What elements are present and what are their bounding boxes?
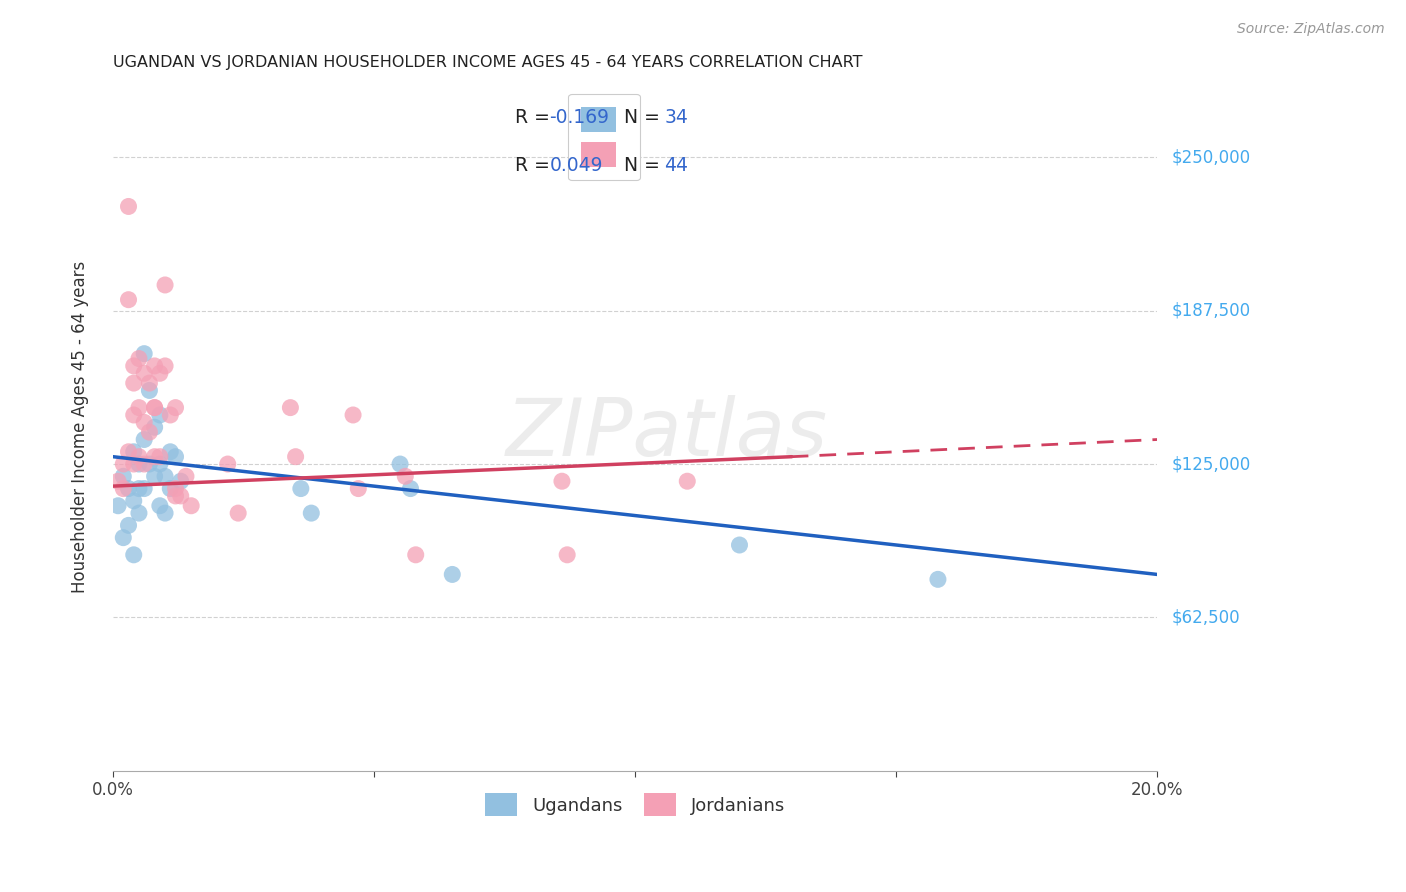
Point [149,457,172,471]
Point [347,482,370,496]
Point [143,359,166,373]
Text: UGANDAN VS JORDANIAN HOUSEHOLDER INCOME AGES 45 - 64 YEARS CORRELATION CHART: UGANDAN VS JORDANIAN HOUSEHOLDER INCOME … [112,55,862,70]
Point [117,518,139,533]
Point [117,482,139,496]
Point [159,444,181,458]
Point [153,359,176,373]
Point [728,538,751,552]
Point [122,493,145,508]
Text: $62,500: $62,500 [1171,608,1240,626]
Point [143,420,166,434]
Point [217,457,239,471]
Text: ZIPatlas: ZIPatlas [505,395,828,473]
Point [122,376,145,390]
Point [134,346,156,360]
Point [128,450,150,464]
Text: N =: N = [612,156,666,175]
Point [112,531,135,545]
Text: R =: R = [515,156,555,175]
Text: $125,000: $125,000 [1171,455,1250,473]
Point [555,548,578,562]
Point [138,457,160,471]
Point [122,359,145,373]
Text: -0.169: -0.169 [550,108,609,127]
Text: 44: 44 [664,156,689,175]
Point [143,450,166,464]
Point [441,567,464,582]
Point [138,384,160,398]
Point [143,401,166,415]
Point [134,457,156,471]
Point [122,408,145,422]
Point [149,408,172,422]
Point [134,482,156,496]
Point [138,425,160,439]
Point [107,474,129,488]
Point [342,408,364,422]
Point [284,450,307,464]
Point [112,457,135,471]
Text: N =: N = [612,108,666,127]
Point [149,450,172,464]
Point [153,277,176,292]
Point [389,457,412,471]
Point [174,469,197,483]
Text: Source: ZipAtlas.com: Source: ZipAtlas.com [1237,22,1385,37]
Point [165,482,187,496]
Point [153,506,176,520]
Legend: Ugandans, Jordanians: Ugandans, Jordanians [478,786,793,823]
Point [143,469,166,483]
Point [128,482,150,496]
Point [405,548,427,562]
Point [112,482,135,496]
Point [107,499,129,513]
Point [134,433,156,447]
Point [153,469,176,483]
Point [128,506,150,520]
Point [290,482,312,496]
Text: 0.049: 0.049 [550,156,603,175]
Point [122,457,145,471]
Point [122,548,145,562]
Point [927,572,949,586]
Point [149,499,172,513]
Point [180,499,202,513]
Point [134,366,156,380]
Point [165,489,187,503]
Point [128,457,150,471]
Point [149,366,172,380]
Text: R =: R = [515,108,555,127]
Point [159,408,181,422]
Point [128,401,150,415]
Point [165,450,187,464]
Point [117,293,139,307]
Point [112,469,135,483]
Point [117,444,139,458]
Point [134,415,156,429]
Point [165,401,187,415]
Point [170,474,193,488]
Text: $187,500: $187,500 [1171,301,1250,319]
Point [122,444,145,458]
Point [280,401,302,415]
Y-axis label: Householder Income Ages 45 - 64 years: Householder Income Ages 45 - 64 years [72,261,89,593]
Point [394,469,416,483]
Point [117,199,139,213]
Text: $250,000: $250,000 [1171,148,1250,167]
Point [299,506,322,520]
Point [399,482,422,496]
Point [551,474,574,488]
Point [159,482,181,496]
Point [226,506,249,520]
Point [143,401,166,415]
Point [138,376,160,390]
Point [128,351,150,366]
Point [170,489,193,503]
Point [676,474,699,488]
Text: 34: 34 [664,108,688,127]
